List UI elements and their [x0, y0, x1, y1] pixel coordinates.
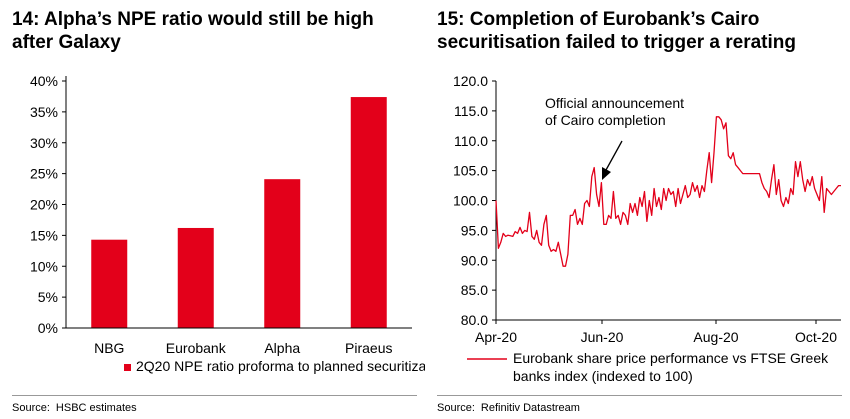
chart-14-source: Source: HSBC estimates — [12, 402, 137, 414]
chart-14-title: 14: Alpha’s NPE ratio would still be hig… — [12, 9, 374, 53]
chart-15-panel: 15: Completion of Eurobank’s Cairo secur… — [425, 0, 850, 419]
bar-y-tick-label: 35% — [30, 104, 58, 120]
chart-15-source-text: Refinitiv Datastream — [480, 402, 580, 414]
line-y-tick-label: 95.0 — [461, 222, 488, 238]
line-x-tick-label: Oct-20 — [795, 329, 837, 345]
line-x-tick-label: Aug-20 — [693, 329, 738, 345]
bar-chart: 0% 5% 10% 15% 20% 25% 30% 35% 40% NBG Eurobank Alp… — [30, 73, 425, 374]
line-legend-label-line-1: Eurobank share price performance vs FTSE… — [513, 350, 829, 366]
chart-15-divider — [437, 395, 842, 396]
bar-nbg — [91, 239, 128, 328]
chart-15-title: 15: Completion of Eurobank’s Cairo secur… — [437, 9, 796, 53]
bar-eurobank — [177, 227, 214, 328]
line-y-tick-label: 105.0 — [453, 163, 488, 179]
bar-x-label: Piraeus — [345, 340, 392, 356]
line-x-tick-label: Jun-20 — [581, 329, 624, 345]
line-legend-label-line-2: banks index (indexed to 100) — [513, 368, 693, 384]
chart-14-source-label: Source: — [12, 402, 50, 414]
bar-y-tick-label: 40% — [30, 73, 58, 89]
bar-piraeus — [350, 97, 387, 329]
bar-y-tick-label: 25% — [30, 166, 58, 182]
bar-alpha — [264, 179, 301, 328]
line-y-tick-label: 120.0 — [453, 73, 488, 89]
bar-x-label: Eurobank — [166, 340, 227, 356]
bar-y-tick-label: 5% — [38, 289, 58, 305]
chart-14-panel: 14: Alpha’s NPE ratio would still be hig… — [12, 9, 425, 414]
bar-y-tick-label: 20% — [30, 197, 58, 213]
line-y-tick-label: 100.0 — [453, 193, 488, 209]
line-y-tick-label: 90.0 — [461, 252, 488, 268]
bar-x-label: NBG — [94, 340, 124, 356]
bar-y-tick-label: 10% — [30, 258, 58, 274]
chart-15-source: Source: Refinitiv Datastream — [437, 402, 580, 414]
chart-15-source-label: Source: — [437, 402, 475, 414]
bar-x-label: Alpha — [264, 340, 300, 356]
annotation-line-2: of Cairo completion — [545, 112, 666, 128]
line-x-tick-label: Apr-20 — [475, 329, 517, 345]
line-series-eurobank — [495, 116, 841, 267]
bar-y-tick-label: 30% — [30, 135, 58, 151]
line-y-tick-label: 80.0 — [461, 312, 488, 328]
bar-y-tick-label: 15% — [30, 227, 58, 243]
bar-y-tick-label: 0% — [38, 320, 58, 336]
bar-legend-swatch — [124, 364, 131, 371]
annotation-line-1: Official announcement — [545, 95, 684, 111]
line-chart: 80.0 85.0 90.0 95.0 100.0 105.0 110.0 115.0 120.… — [453, 73, 841, 384]
line-y-tick-label: 85.0 — [461, 282, 488, 298]
annotation-arrowhead — [602, 167, 611, 180]
bar-legend-label: 2Q20 NPE ratio proforma to planned secur… — [136, 358, 425, 374]
line-y-tick-label: 110.0 — [454, 133, 488, 149]
annotation-arrow — [605, 140, 623, 171]
chart-14-divider — [12, 395, 417, 396]
line-y-tick-label: 115.0 — [454, 103, 488, 119]
chart-14-source-text: HSBC estimates — [55, 402, 137, 414]
